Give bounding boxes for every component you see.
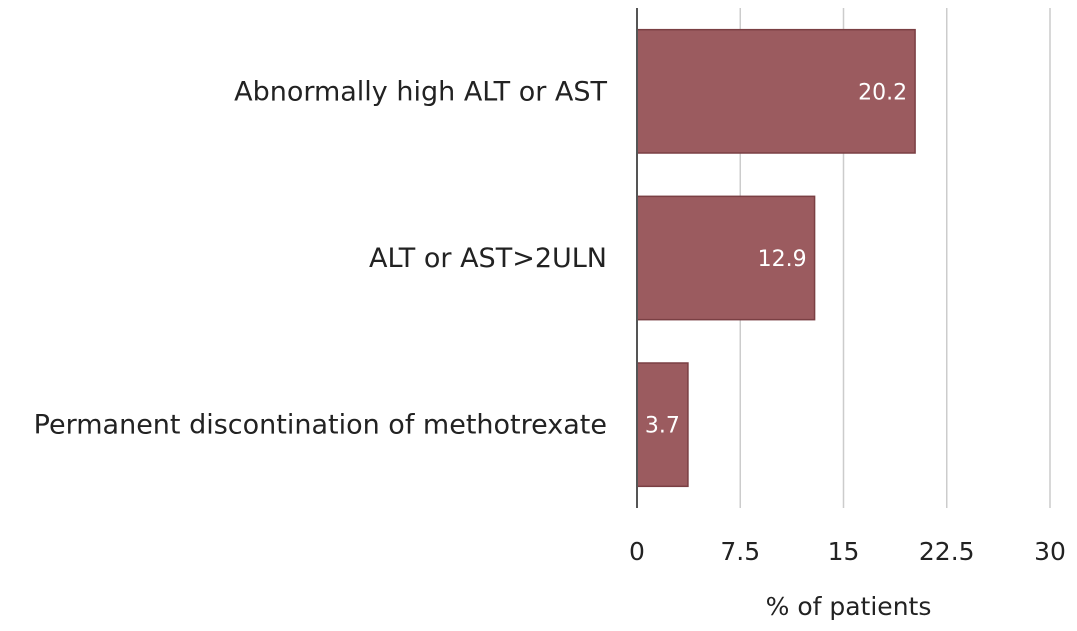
bar [636, 28, 916, 154]
x-tick-labels: 0 7.5 15 22.5 30 [629, 537, 1066, 566]
bar [636, 195, 816, 321]
bars: 20.2 12.9 3.7 [636, 28, 916, 488]
category-label: ALT or AST>2ULN [369, 243, 607, 274]
x-tick-label: 30 [1034, 537, 1066, 566]
category-labels: Abnormally high ALT or AST ALT or AST>2UL… [34, 76, 608, 440]
x-axis-title: % of patients [766, 592, 932, 621]
data-label: 20.2 [858, 80, 907, 105]
x-tick-label: 7.5 [720, 537, 760, 566]
x-tick-label: 0 [629, 537, 645, 566]
category-label: Abnormally high ALT or AST [234, 76, 607, 107]
data-label: 12.9 [758, 247, 807, 272]
bar [636, 362, 689, 488]
x-tick-label: 22.5 [919, 537, 975, 566]
data-label: 3.7 [645, 414, 680, 439]
x-tick-label: 15 [828, 537, 860, 566]
category-label: Permanent discontination of methotrexate [34, 410, 607, 441]
